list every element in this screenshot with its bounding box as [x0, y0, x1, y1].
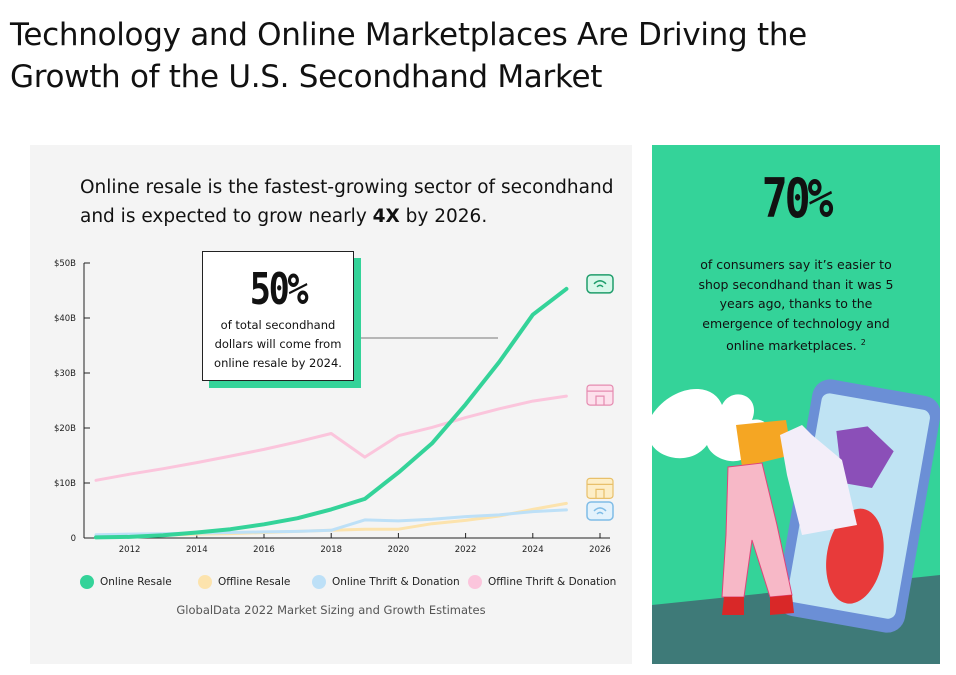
storefront-icon-door: [587, 483, 613, 499]
legend-item: Online Resale: [80, 572, 172, 592]
monitor-icon-wifi: [593, 280, 607, 288]
series-line: [94, 394, 568, 482]
legend-item: Offline Thrift & Donation: [468, 572, 616, 592]
stat-panel: 70% of consumers say it’s easier to shop…: [652, 145, 940, 664]
x-tick-label: 2026: [589, 545, 611, 555]
series-line: [94, 286, 569, 540]
y-tick-label: $10B: [54, 479, 76, 489]
chart-source: GlobalData 2022 Market Sizing and Growth…: [176, 603, 486, 617]
stat-description: of consumers say it’s easier to shop sec…: [698, 257, 894, 354]
legend-swatch: [198, 575, 212, 589]
held-dress: [780, 425, 857, 535]
shoe-right: [770, 595, 794, 615]
x-tick-label: 2020: [388, 545, 410, 555]
legend-item: Online Thrift & Donation: [312, 572, 460, 592]
series-line: [94, 508, 568, 537]
chart-legend: Online Resale Offline Resale Online Thrift…: [80, 572, 640, 592]
y-tick-label: $40B: [54, 314, 76, 324]
legend-swatch: [312, 575, 326, 589]
x-tick-label: 2022: [455, 545, 477, 555]
storefront-icon-door: [587, 390, 613, 406]
legend-label: Offline Thrift & Donation: [488, 576, 617, 588]
legend-label: Online Resale: [100, 576, 172, 588]
line-chart: 0 $10B $20B $30B $40B $50B 2012 2014 2016 2018 202…: [54, 259, 614, 555]
legend-swatch: [468, 575, 482, 589]
y-tick-label: $50B: [54, 259, 76, 269]
monitor-icon: [586, 501, 614, 521]
x-tick-label: 2012: [119, 545, 141, 555]
legend-label: Online Thrift & Donation: [332, 576, 460, 588]
stat-value: 70%: [761, 167, 834, 230]
y-tick-label: 0: [71, 534, 76, 544]
chart-panel: Online resale is the fastest-growing sec…: [30, 145, 632, 664]
callout-value: 50%: [249, 264, 309, 315]
legend-label: Offline Resale: [218, 576, 291, 588]
screen-figure: [826, 508, 884, 604]
screen-garment: [836, 426, 894, 489]
stat-text: of consumers say it’s easier to shop sec…: [686, 255, 906, 356]
stat-footnote: 2: [860, 338, 866, 347]
chart-subtitle: Online resale is the fastest-growing sec…: [80, 173, 630, 231]
monitor-icon: [586, 274, 614, 294]
storefront-icon: [586, 384, 614, 406]
shopper-top: [736, 420, 792, 467]
y-tick-label: $20B: [54, 424, 76, 434]
storefront-icon: [586, 477, 614, 499]
shopper-pants: [721, 462, 793, 598]
callout-box: 50% of total secondhand dollars will com…: [202, 251, 354, 381]
x-tick-label: 2014: [186, 545, 208, 555]
subtitle-text-end: by 2026.: [399, 206, 488, 227]
subtitle-text: Online resale is the fastest-growing sec…: [80, 177, 614, 227]
x-tick-label: 2024: [522, 545, 544, 555]
x-tick-label: 2018: [320, 545, 342, 555]
shopper-figure: [721, 420, 857, 615]
subtitle-emphasis: 4X: [372, 206, 400, 227]
shopping-phone-illustration: [652, 379, 940, 664]
legend-item: Offline Resale: [198, 572, 290, 592]
shoe-left: [722, 597, 744, 615]
callout-text: of total secondhand dollars will come fr…: [214, 318, 342, 370]
legend-swatch: [80, 575, 94, 589]
page-title: Technology and Online Marketplaces Are D…: [10, 17, 807, 95]
x-tick-label: 2016: [253, 545, 275, 555]
y-tick-label: $30B: [54, 369, 76, 379]
monitor-icon-wifi: [593, 507, 607, 515]
